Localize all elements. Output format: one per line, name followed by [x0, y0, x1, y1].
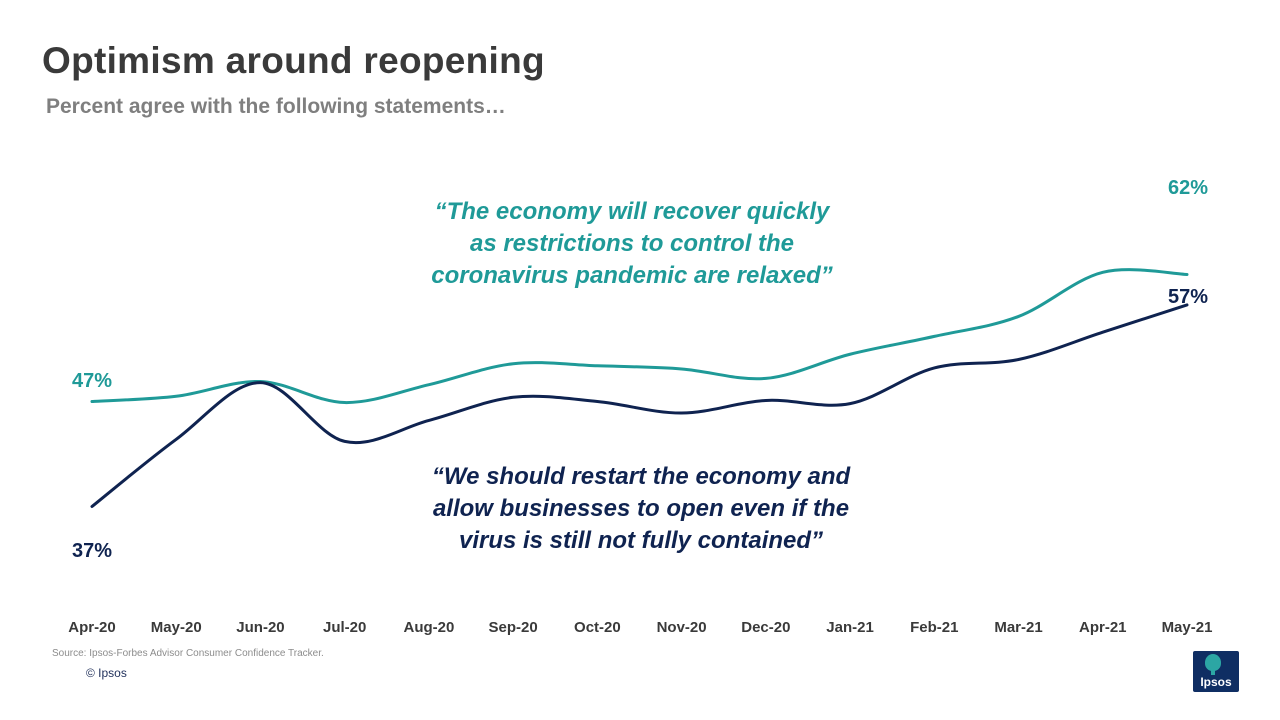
data-label-restart_economy: 57%	[1168, 286, 1208, 308]
series-line-restart_economy	[90, 303, 1189, 508]
x-tick-label: Dec-20	[741, 619, 790, 636]
series-annotation-restart_economy: “We should restart the economy and allow …	[432, 463, 852, 554]
x-tick-label: Jul-20	[323, 619, 366, 636]
x-tick-label: Mar-21	[994, 619, 1042, 636]
page-subtitle: Percent agree with the following stateme…	[46, 95, 506, 118]
x-tick-label: Feb-21	[910, 619, 958, 636]
annotation-line: “The economy will recover quickly	[435, 198, 831, 225]
annotation-line: allow businesses to open even if the	[433, 495, 849, 522]
x-tick-label: May-21	[1162, 619, 1213, 636]
series-line-economy_recover	[90, 268, 1189, 405]
annotation-line: virus is still not fully contained”	[459, 527, 823, 554]
x-tick-label: May-20	[151, 619, 202, 636]
x-tick-label: Oct-20	[574, 619, 621, 636]
data-label-restart_economy: 37%	[72, 540, 112, 562]
x-tick-label: Apr-21	[1079, 619, 1127, 636]
source-note: Source: Ipsos-Forbes Advisor Consumer Co…	[52, 648, 324, 659]
data-label-economy_recover: 47%	[72, 370, 112, 392]
x-tick-label: Nov-20	[657, 619, 707, 636]
x-tick-label: Apr-20	[68, 619, 116, 636]
x-tick-label: Jan-21	[826, 619, 874, 636]
logo-mark-icon	[1205, 654, 1221, 671]
x-tick-label: Aug-20	[404, 619, 455, 636]
annotation-line: “We should restart the economy and	[432, 463, 852, 490]
data-label-economy_recover: 62%	[1168, 177, 1208, 199]
annotation-line: coronavirus pandemic are relaxed”	[431, 262, 833, 289]
x-tick-label: Sep-20	[489, 619, 538, 636]
x-tick-label: Jun-20	[236, 619, 284, 636]
series-annotation-economy_recover: “The economy will recover quickly as rest…	[431, 198, 833, 289]
copyright-note: © Ipsos	[86, 666, 127, 680]
ipsos-logo: Ipsos	[1193, 651, 1239, 692]
page-title: Optimism around reopening	[42, 40, 545, 81]
annotation-line: as restrictions to control the	[470, 230, 794, 257]
logo-text: Ipsos	[1200, 675, 1232, 689]
